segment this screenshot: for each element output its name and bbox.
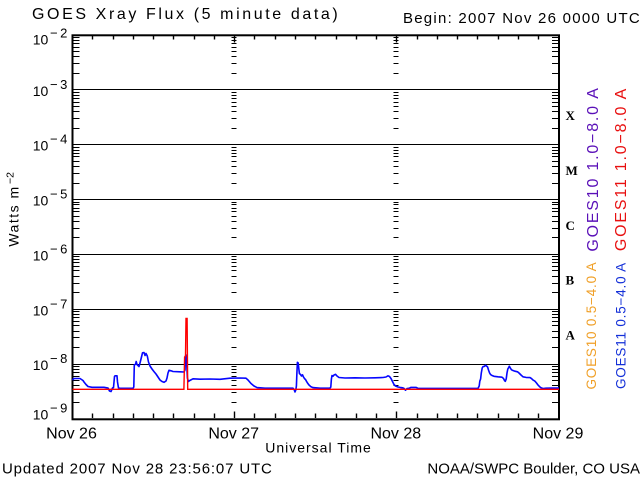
svg-text:−5: −5 <box>50 187 70 202</box>
svg-text:GOES10 0.5−4.0 A: GOES10 0.5−4.0 A <box>584 261 599 389</box>
svg-text:−2: −2 <box>50 26 70 41</box>
svg-text:−9: −9 <box>50 400 70 415</box>
svg-text:Begin: 2007 Nov 26 0000 UTC: Begin: 2007 Nov 26 0000 UTC <box>403 10 640 27</box>
svg-text:10: 10 <box>33 83 49 99</box>
svg-text:Nov 28: Nov 28 <box>370 426 421 443</box>
svg-text:GOES Xray Flux (5 minute data): GOES Xray Flux (5 minute data) <box>32 6 340 23</box>
svg-text:Nov 29: Nov 29 <box>533 426 584 443</box>
svg-text:10: 10 <box>33 357 49 373</box>
svg-text:GOES10 1.0−8.0 A: GOES10 1.0−8.0 A <box>585 86 602 251</box>
svg-text:−6: −6 <box>50 241 70 256</box>
svg-text:−7: −7 <box>50 296 70 311</box>
svg-text:M: M <box>566 163 578 178</box>
svg-text:X: X <box>566 108 576 123</box>
svg-text:Updated 2007 Nov 28 23:56:07 U: Updated 2007 Nov 28 23:56:07 UTC <box>2 461 273 478</box>
svg-text:−4: −4 <box>50 132 70 147</box>
svg-text:10: 10 <box>33 302 49 318</box>
svg-text:10: 10 <box>33 32 49 48</box>
svg-text:Nov 27: Nov 27 <box>208 426 259 443</box>
svg-text:NOAA/SWPC Boulder, CO USA: NOAA/SWPC Boulder, CO USA <box>427 461 640 478</box>
svg-text:A: A <box>566 328 576 343</box>
svg-text:C: C <box>566 218 575 233</box>
svg-text:Universal Time: Universal Time <box>265 440 372 456</box>
svg-text:Watts m: Watts m <box>6 185 22 246</box>
svg-text:B: B <box>566 273 575 288</box>
svg-text:10: 10 <box>33 406 49 422</box>
svg-text:10: 10 <box>33 193 49 209</box>
svg-text:10: 10 <box>33 247 49 263</box>
svg-text:GOES11 1.0−8.0 A: GOES11 1.0−8.0 A <box>613 87 630 251</box>
svg-text:10: 10 <box>33 138 49 154</box>
svg-text:−2: −2 <box>4 172 16 184</box>
svg-text:−3: −3 <box>50 77 70 92</box>
svg-text:Nov 26: Nov 26 <box>46 426 97 443</box>
svg-text:GOES11 0.5−4.0 A: GOES11 0.5−4.0 A <box>614 262 629 389</box>
svg-text:−8: −8 <box>50 351 70 366</box>
